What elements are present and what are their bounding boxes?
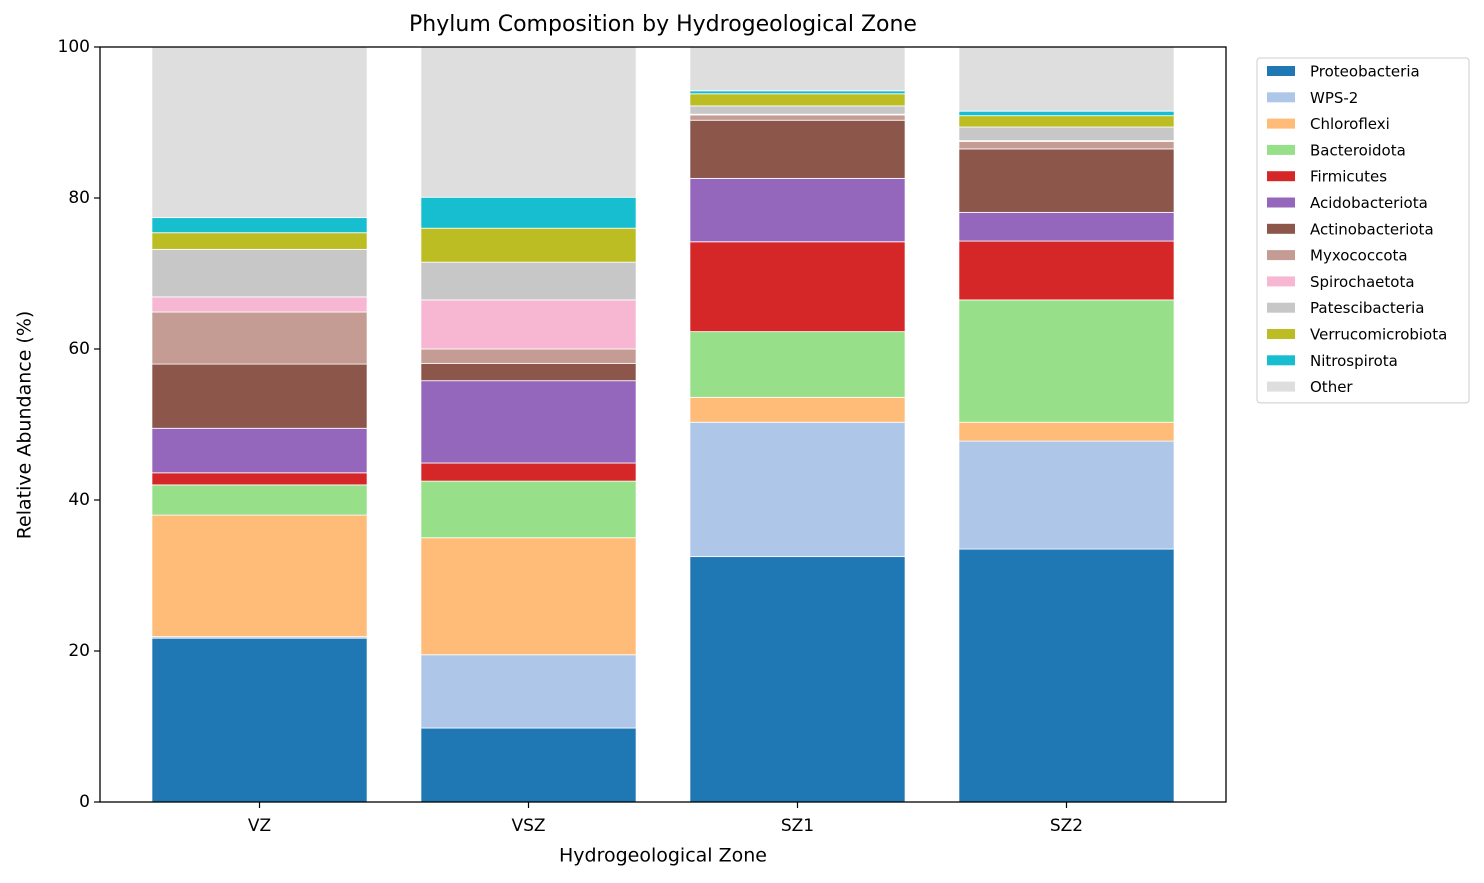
legend-swatch — [1267, 171, 1295, 182]
legend-swatch — [1267, 223, 1295, 234]
legend-label: Spirochaetota — [1310, 273, 1415, 291]
bar-segment — [420, 227, 637, 263]
legend-label: Myxococcota — [1310, 247, 1408, 265]
bar-segment — [689, 396, 906, 423]
x-tick-label: SZ1 — [781, 816, 814, 836]
legend-label: Chloroflexi — [1310, 115, 1390, 133]
bar-segment — [420, 362, 637, 382]
bar-segment — [689, 46, 906, 92]
bar-segment — [958, 421, 1175, 442]
legend-label: Acidobacteriota — [1310, 194, 1428, 212]
bar-segment — [151, 232, 368, 250]
bar-segment — [420, 654, 637, 729]
legend-label: Nitrospirota — [1310, 352, 1398, 370]
bar-segment — [420, 727, 637, 803]
bar-segment — [420, 46, 637, 198]
bar-segment — [689, 421, 906, 558]
bar-segment — [151, 484, 368, 516]
legend-swatch — [1267, 329, 1295, 339]
legend-label: Verrucomicrobiota — [1310, 326, 1447, 344]
legend-swatch — [1267, 118, 1295, 129]
bar-segment — [689, 331, 906, 398]
bar-segment — [689, 114, 906, 121]
legend-swatch — [1267, 144, 1295, 155]
legend-swatch — [1267, 381, 1295, 392]
bar-segment — [420, 196, 637, 229]
bar-segment — [420, 462, 637, 482]
legend-label: WPS-2 — [1310, 89, 1358, 107]
legend-swatch — [1267, 276, 1295, 287]
bar-segment — [420, 299, 637, 350]
y-tick-label: 80 — [68, 188, 90, 208]
bar-segment — [151, 363, 368, 429]
bar-segment — [420, 348, 637, 364]
y-tick-label: 20 — [68, 641, 90, 661]
legend-swatch — [1267, 355, 1295, 366]
bar-segment — [420, 380, 637, 464]
bar-segment — [151, 427, 368, 474]
bar-segment — [689, 556, 906, 803]
bar-segment — [689, 105, 906, 115]
y-tick-label: 0 — [79, 792, 90, 812]
plot-frame — [99, 46, 1227, 803]
bar-segment — [151, 217, 368, 234]
bar-segment — [958, 240, 1175, 301]
y-tick-label: 100 — [58, 37, 90, 57]
legend-label: Actinobacteriota — [1310, 220, 1434, 238]
legend-label: Proteobacteria — [1310, 63, 1420, 81]
legend-label: Patescibacteria — [1310, 299, 1425, 317]
bar-segment — [958, 110, 1175, 117]
bar-segment — [151, 472, 368, 486]
bar-segment — [151, 637, 368, 803]
bar-segment — [958, 115, 1175, 128]
legend-label: Bacteroidota — [1310, 141, 1406, 159]
legend-label: Other — [1310, 378, 1353, 396]
legend-swatch — [1267, 302, 1295, 313]
chart-title: Phylum Composition by Hydrogeological Zo… — [409, 12, 917, 37]
bar-segment — [420, 537, 637, 656]
legend-swatch — [1267, 197, 1295, 208]
bar-segment — [958, 148, 1175, 213]
legend-label: Firmicutes — [1310, 168, 1387, 186]
y-tick-label: 60 — [68, 339, 90, 359]
legend-box — [1256, 57, 1470, 404]
y-tick-label: 40 — [68, 490, 90, 510]
bar-segment — [420, 261, 637, 301]
bar-segment — [151, 311, 368, 365]
bar-segment — [151, 46, 368, 219]
bar-segment — [689, 90, 906, 95]
bar-segment — [151, 296, 368, 313]
x-axis-label: Hydrogeological Zone — [559, 845, 767, 867]
bar-segment — [151, 248, 368, 298]
bar-segment — [958, 140, 1175, 150]
x-tick-label: VSZ — [511, 816, 545, 836]
legend-swatch — [1267, 250, 1295, 261]
bar-segment — [958, 46, 1175, 112]
y-axis-label: Relative Abundance (%) — [14, 311, 36, 540]
bar-segment — [958, 211, 1175, 242]
bar-segment — [689, 177, 906, 243]
bar-segment — [689, 241, 906, 333]
bar-segment — [958, 548, 1175, 803]
bar-segment — [420, 480, 637, 539]
bar-segment — [689, 119, 906, 179]
bar-segment — [689, 93, 906, 107]
bar-segment — [958, 440, 1175, 550]
x-tick-label: VZ — [248, 816, 271, 836]
bar-segment — [958, 299, 1175, 423]
legend-swatch — [1267, 92, 1295, 103]
bar-segment — [958, 126, 1175, 142]
legend-swatch — [1267, 66, 1295, 76]
x-tick-label: SZ2 — [1050, 816, 1083, 836]
bar-segment — [151, 514, 368, 638]
